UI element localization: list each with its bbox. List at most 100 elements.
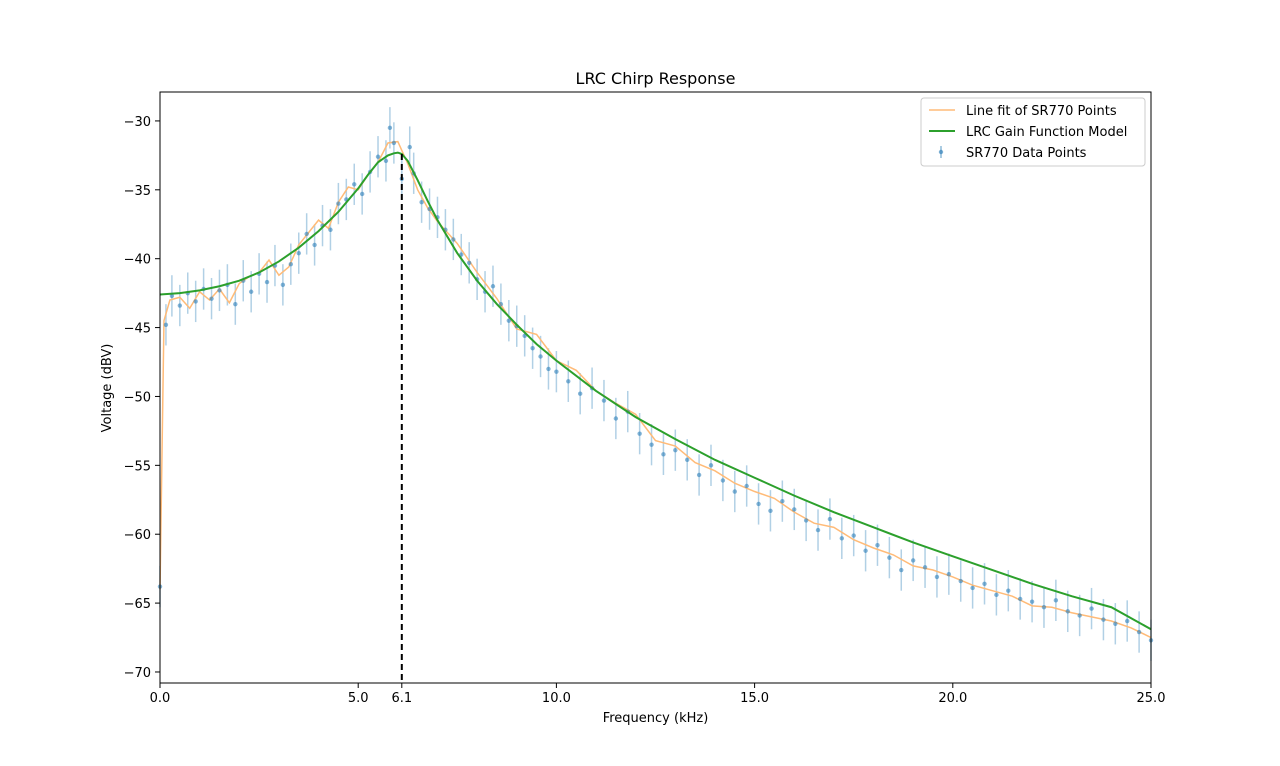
data-point [217, 288, 222, 293]
data-point [383, 158, 389, 164]
data-point [1006, 588, 1011, 593]
data-point [1077, 613, 1082, 618]
data-point [336, 201, 341, 206]
data-point [780, 498, 785, 504]
data-point [696, 472, 702, 478]
data-point [169, 293, 175, 299]
data-point [649, 442, 654, 447]
data-point [375, 154, 381, 159]
data-point [288, 262, 294, 267]
data-point [490, 284, 496, 289]
data-point [744, 483, 749, 489]
data-point [177, 303, 183, 308]
data-point [233, 301, 238, 307]
data-point [875, 543, 880, 548]
data-point [851, 533, 856, 538]
x-axis-label: Frequency (kHz) [603, 711, 709, 726]
axes-frame [159, 91, 1152, 684]
data-point [451, 237, 456, 242]
data-point [756, 501, 761, 507]
data-point [248, 289, 254, 294]
data-point [839, 536, 845, 541]
data-point [280, 282, 286, 288]
data-point [1065, 609, 1070, 614]
data-point [407, 144, 412, 150]
data-point [391, 140, 397, 146]
data-point [982, 581, 987, 587]
legend-label-model: LRC Gain Function Model [966, 125, 1127, 140]
y-tick-label: −60 [124, 528, 151, 543]
x-tick-label: 20.0 [938, 691, 967, 706]
data-point [720, 478, 726, 483]
y-tick-label: −50 [124, 390, 151, 405]
data-point [661, 452, 666, 457]
data-point [637, 431, 642, 436]
x-tick-label: 25.0 [1137, 691, 1166, 706]
data-point [554, 369, 559, 374]
y-axis: −30 −35 −40 −45 −50 −55 −60 −65 −70 [124, 115, 160, 681]
data-point [887, 555, 892, 560]
data-point [328, 227, 333, 232]
legend-label-data: SR770 Data Points [966, 146, 1087, 161]
data-point [538, 354, 543, 359]
data-point [498, 301, 504, 307]
data-point [685, 457, 690, 463]
y-tick-label: −70 [124, 666, 151, 681]
data-point [466, 260, 472, 266]
data-point [803, 518, 809, 523]
y-tick-label: −40 [124, 253, 151, 268]
x-tick-label: 0.0 [150, 691, 171, 706]
data-point [209, 296, 214, 301]
data-point [673, 447, 678, 453]
data-point [613, 416, 619, 421]
data-point [1017, 596, 1023, 602]
data-point [732, 489, 737, 494]
data-point [815, 527, 821, 533]
data-point [1113, 621, 1118, 626]
data-point [506, 318, 512, 323]
y-tick-label: −45 [124, 322, 151, 337]
data-point [163, 322, 169, 328]
legend-label-line-fit: Line fit of SR770 Points [966, 104, 1117, 119]
chart-title: LRC Chirp Response [576, 69, 736, 88]
data-point [1136, 629, 1142, 635]
data-point [193, 299, 198, 304]
data-point [970, 585, 975, 591]
data-point [352, 182, 357, 187]
x-tick-label: 6.1 [391, 691, 412, 706]
data-point [827, 516, 833, 522]
data-point [530, 346, 535, 351]
series-model-curve [159, 151, 1152, 631]
data-point [934, 574, 940, 580]
legend: Line fit of SR770 Points LRC Gain Functi… [920, 97, 1146, 167]
data-point [1089, 606, 1094, 611]
data-point [792, 507, 797, 512]
y-tick-label: −55 [124, 459, 151, 474]
y-axis-label: Voltage (dBV) [100, 344, 115, 433]
data-point [910, 558, 916, 563]
y-tick-label: −30 [124, 115, 151, 130]
data-point [566, 379, 571, 384]
series-line-fit [159, 140, 1152, 639]
x-tick-label: 15.0 [740, 691, 769, 706]
data-point [601, 398, 607, 403]
data-point [296, 250, 301, 256]
data-point [1041, 605, 1047, 610]
x-tick-label: 10.0 [542, 691, 571, 706]
x-tick-label: 5.0 [348, 691, 369, 706]
data-point [922, 565, 928, 570]
data-point [1053, 598, 1059, 603]
legend-swatch-data-point [938, 149, 944, 155]
data-point [359, 191, 365, 197]
data-point [387, 125, 393, 131]
data-point [304, 231, 309, 237]
data-point [546, 366, 551, 372]
data-point [1125, 618, 1130, 624]
data-point [1029, 599, 1035, 604]
data-point [768, 508, 773, 513]
data-point [994, 592, 999, 598]
plot-area [157, 107, 1154, 683]
data-point [863, 548, 868, 553]
y-tick-label: −35 [124, 184, 151, 199]
